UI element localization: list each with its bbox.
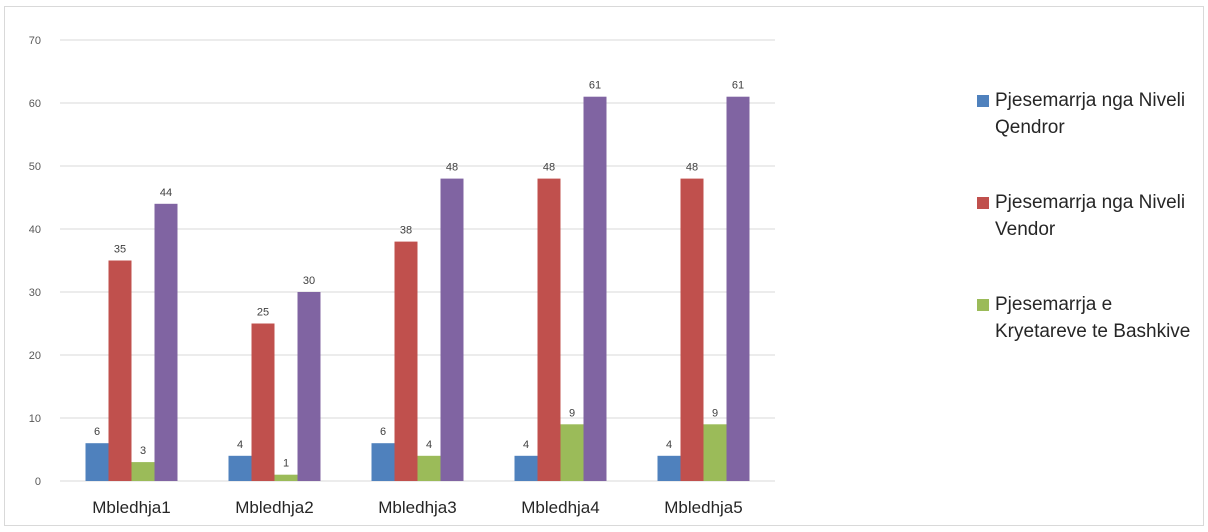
bar <box>514 455 538 481</box>
y-tick-label: 20 <box>29 350 41 362</box>
data-label: 25 <box>257 307 269 319</box>
legend-swatch <box>977 299 989 311</box>
legend-item-local: Pjesemarrja nga Niveli Vendor <box>977 189 1197 243</box>
bar <box>680 178 704 481</box>
legend-label: Pjesemarrja e Kryetareve te Bashkive <box>995 294 1191 342</box>
bar <box>560 424 584 481</box>
bars <box>85 96 750 482</box>
x-tick-label: Mbledhja5 <box>664 498 742 517</box>
x-tick-label: Mbledhja4 <box>521 498 599 517</box>
legend-swatch <box>977 95 989 107</box>
bar <box>537 178 561 481</box>
bar <box>228 455 252 481</box>
data-label: 30 <box>303 275 315 287</box>
bar <box>726 96 750 481</box>
bar <box>371 443 395 481</box>
legend-label: Pjesemarrja nga Niveli Vendor <box>995 192 1186 240</box>
bar <box>297 292 321 481</box>
bar <box>251 323 275 481</box>
y-tick-label: 50 <box>29 161 41 173</box>
y-axis-ticks: 0 10 20 30 40 50 60 70 <box>29 35 41 488</box>
data-label: 4 <box>666 439 672 451</box>
x-axis-ticks: Mbledhja1 Mbledhja2 Mbledhja3 Mbledhja4 Mble… <box>92 498 742 517</box>
bar <box>274 474 298 481</box>
data-label: 4 <box>523 439 529 451</box>
y-tick-label: 60 <box>29 98 41 110</box>
data-label: 48 <box>543 162 555 174</box>
data-label: 44 <box>160 187 172 199</box>
chart-frame: 0 10 20 30 40 50 60 70 6 35 3 44 4 25 1 30 6 38 4 48 4 48 9 61… <box>4 6 1204 526</box>
bar <box>108 260 132 481</box>
x-tick-label: Mbledhja2 <box>235 498 313 517</box>
bar <box>583 96 607 481</box>
bar <box>394 241 418 481</box>
legend: Pjesemarrja nga Niveli Qendror Pjesemarr… <box>977 87 1197 393</box>
y-tick-label: 10 <box>29 413 41 425</box>
x-tick-label: Mbledhja1 <box>92 498 170 517</box>
bar <box>417 455 441 481</box>
data-label: 9 <box>569 407 575 419</box>
data-label: 35 <box>114 244 126 256</box>
data-label: 4 <box>237 439 243 451</box>
y-tick-label: 0 <box>35 476 41 488</box>
y-tick-label: 70 <box>29 35 41 47</box>
bar <box>703 424 727 481</box>
data-label: 48 <box>446 162 458 174</box>
bar <box>154 203 178 482</box>
caption-fragment <box>8 0 1204 3</box>
x-tick-label: Mbledhja3 <box>378 498 456 517</box>
data-label: 6 <box>380 426 386 438</box>
data-label: 3 <box>140 445 146 457</box>
data-label: 6 <box>94 426 100 438</box>
bar <box>440 178 464 481</box>
legend-item-mayors: Pjesemarrja e Kryetareve te Bashkive <box>977 291 1197 345</box>
data-label: 48 <box>686 162 698 174</box>
data-label: 4 <box>426 439 432 451</box>
bar <box>85 443 109 481</box>
y-tick-label: 40 <box>29 224 41 236</box>
data-label: 1 <box>283 458 289 470</box>
legend-swatch <box>977 197 989 209</box>
y-tick-label: 30 <box>29 287 41 299</box>
data-label: 9 <box>712 407 718 419</box>
legend-label: Pjesemarrja nga Niveli Qendror <box>995 90 1186 138</box>
legend-item-central: Pjesemarrja nga Niveli Qendror <box>977 87 1197 141</box>
data-label: 38 <box>400 225 412 237</box>
bar <box>657 455 681 481</box>
data-label: 61 <box>589 80 601 92</box>
bar <box>131 462 155 481</box>
data-label: 61 <box>732 80 744 92</box>
